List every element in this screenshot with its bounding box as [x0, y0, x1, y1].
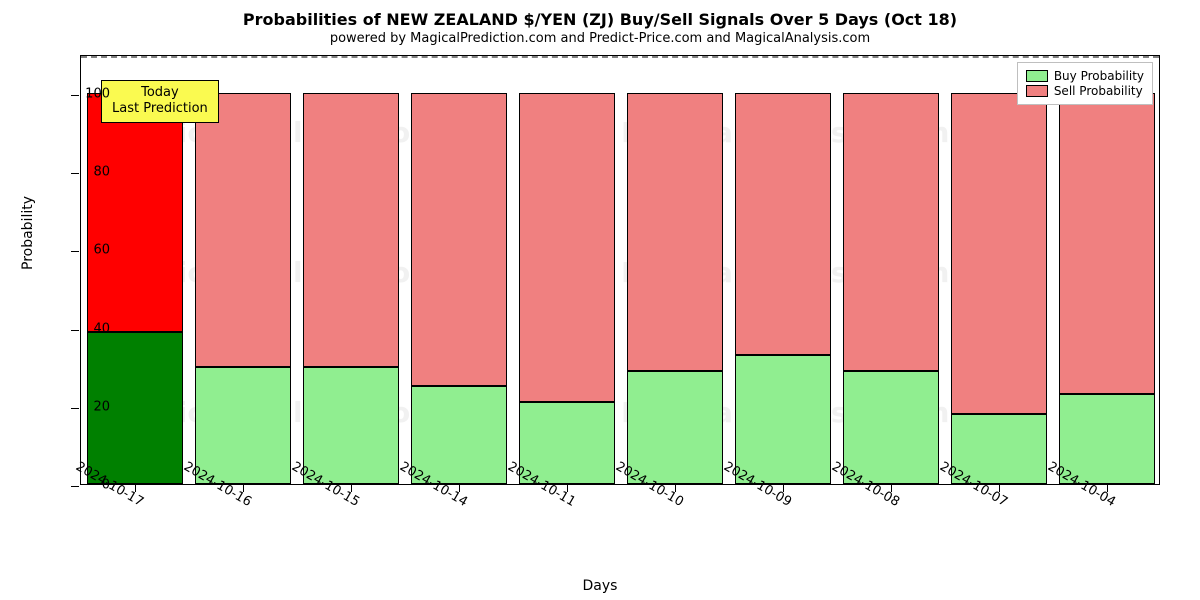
bar-buy [843, 371, 938, 484]
y-tick-label: 80 [70, 165, 110, 180]
x-axis-label: Days [583, 578, 618, 594]
y-axis-label: Probability [20, 196, 36, 270]
bar-sell [87, 93, 182, 331]
bar-buy [303, 367, 398, 484]
bar-slot [951, 54, 1046, 484]
bar-slot [1059, 54, 1154, 484]
y-tick-label: 20 [70, 399, 110, 414]
bar-sell [195, 93, 290, 367]
bar-slot [735, 54, 830, 484]
legend: Buy Probability Sell Probability [1017, 62, 1153, 105]
chart-area: MagicalAnalysis.com MagicalAnalysis.com … [80, 55, 1160, 485]
bar-sell [843, 93, 938, 371]
bar-sell [411, 93, 506, 386]
bar-sell [519, 93, 614, 402]
bar-slot [303, 54, 398, 484]
today-annotation: Today Last Prediction [101, 80, 219, 123]
chart-subtitle: powered by MagicalPrediction.com and Pre… [0, 29, 1200, 46]
annotation-line: Last Prediction [112, 101, 208, 117]
bar-slot [627, 54, 722, 484]
legend-swatch-buy [1026, 70, 1048, 82]
bar-slot [411, 54, 506, 484]
y-tick-label: 100 [70, 87, 110, 102]
bar-sell [735, 93, 830, 355]
annotation-line: Today [112, 85, 208, 101]
legend-label: Buy Probability [1054, 69, 1144, 83]
bar-buy [627, 371, 722, 484]
legend-item-sell: Sell Probability [1026, 84, 1144, 98]
legend-swatch-sell [1026, 85, 1048, 97]
bar-sell [303, 93, 398, 367]
y-tick-label: 60 [70, 243, 110, 258]
plot-region [81, 56, 1159, 484]
bar-buy [195, 367, 290, 484]
bar-slot [519, 54, 614, 484]
bar-sell [627, 93, 722, 371]
y-tick-label: 40 [70, 321, 110, 336]
bar-sell [951, 93, 1046, 414]
bar-slot [843, 54, 938, 484]
legend-label: Sell Probability [1054, 84, 1143, 98]
legend-item-buy: Buy Probability [1026, 69, 1144, 83]
chart-title: Probabilities of NEW ZEALAND $/YEN (ZJ) … [0, 0, 1200, 29]
bar-sell [1059, 93, 1154, 394]
bar-buy [411, 386, 506, 484]
